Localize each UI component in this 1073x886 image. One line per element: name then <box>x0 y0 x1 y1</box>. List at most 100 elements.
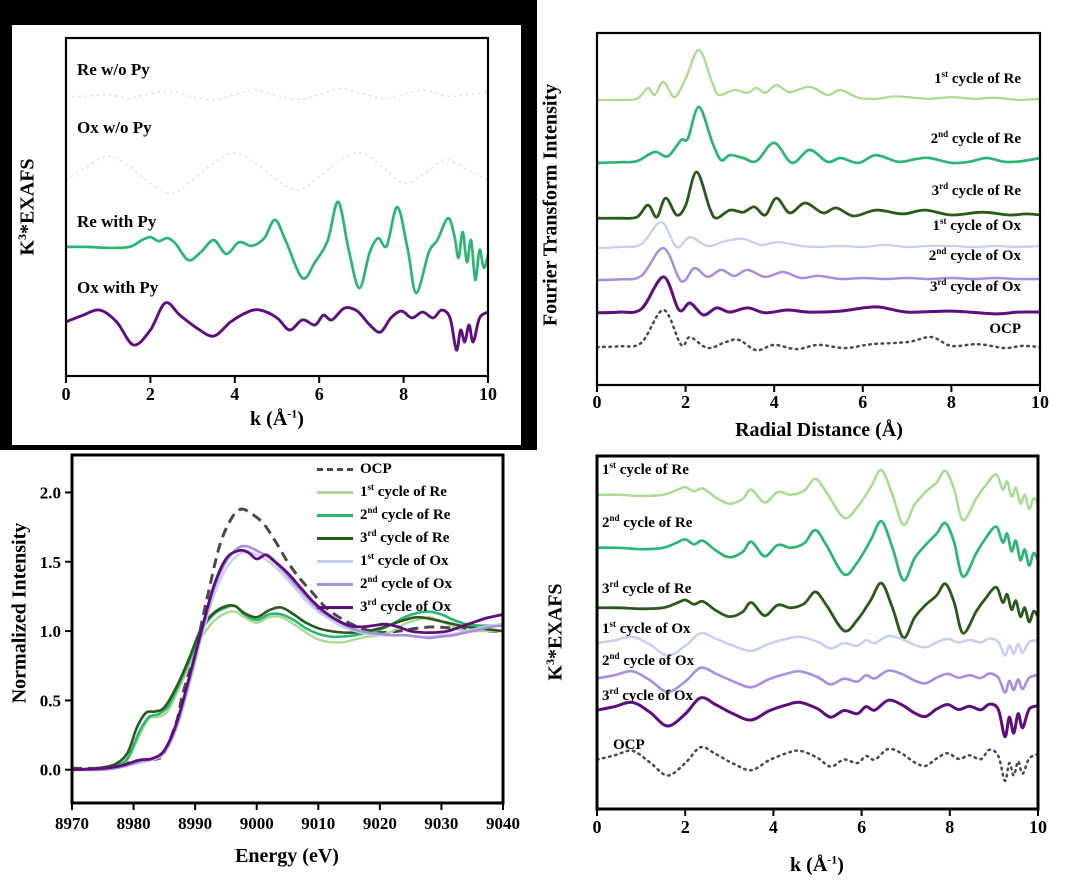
tick-label: 1.5 <box>40 553 61 572</box>
tick-label: 4 <box>230 384 239 404</box>
curve-label: 2nd cycle of Re <box>930 129 1021 148</box>
legend-line <box>317 468 353 471</box>
curve-label: Re with Py <box>77 212 157 231</box>
curve-label: 3rd cycle of Ox <box>602 686 694 705</box>
x-axis-title-energy: Energy (eV) <box>235 845 339 867</box>
tick-label: 8990 <box>178 814 212 833</box>
tick-label: 10 <box>1031 392 1049 412</box>
curve-label: 1st cycle of Ox <box>602 619 691 638</box>
tick-label: 2.0 <box>40 483 61 502</box>
tick-label: 10 <box>479 384 497 404</box>
series-curve <box>596 631 1039 657</box>
plot-border <box>64 36 490 378</box>
tick-label: 8 <box>945 817 954 837</box>
tick-label: 9000 <box>240 814 274 833</box>
tick-label: 0 <box>593 817 602 837</box>
legend-label: 2nd cycle of Ox <box>360 574 453 593</box>
legend-item: 3rd cycle of Re <box>317 527 452 550</box>
curve-label: 1st cycle of Ox <box>932 216 1021 235</box>
tick-label: 8 <box>399 384 408 404</box>
tick-label: 6 <box>857 817 866 837</box>
panel-xanes: 8970 8980 8990 9000 9010 9020 9030 9040 0.0 0.5 1.… <box>0 450 537 886</box>
curve-label: 2nd cycle of Re <box>602 513 693 532</box>
y-axis-title-normalized-intensity: Normalized Intensity <box>8 522 31 704</box>
legend-label: 3rd cycle of Ox <box>360 597 452 616</box>
curve-label: OCP <box>989 321 1021 337</box>
plot-border <box>70 453 505 805</box>
series-curve <box>595 745 1040 783</box>
tick-label: 1.0 <box>40 622 61 641</box>
x-axis-title-k: k (Å-1) <box>250 406 304 430</box>
legend-line <box>317 560 353 563</box>
curve-label: 3rd cycle of Re <box>931 181 1021 200</box>
tick-label: 8970 <box>55 814 89 833</box>
legend-line <box>317 606 353 609</box>
series-curve <box>596 246 1041 283</box>
legend-label: 2nd cycle of Re <box>360 505 451 524</box>
tick-label: 2 <box>681 392 690 412</box>
curve-label: 1st cycle of Re <box>934 69 1021 88</box>
plot-border <box>595 454 1040 811</box>
tick-label: 6 <box>858 392 867 412</box>
series-curve <box>596 581 1040 640</box>
series-curve <box>596 105 1041 165</box>
curve-label: 3rd cycle of Ox <box>929 277 1021 296</box>
series-curve <box>596 275 1041 317</box>
panel-kspace-cycles: 0 2 4 6 8 10 K3*EXAFS k (Å-1) 1st cycle of Re… <box>537 450 1073 886</box>
curve-label: Ox with Py <box>77 278 159 297</box>
legend-line <box>317 491 353 494</box>
curve-label: 2nd cycle of Ox <box>602 651 695 670</box>
tick-label: 2 <box>146 384 155 404</box>
y-axis-title-ft-intensity: Fourier Transform Intensity <box>539 83 562 327</box>
panel-fourier-transform: 0 2 4 6 8 10 Fourier Transform Intensity Radi… <box>537 0 1073 450</box>
x-axis-title-radial-distance: Radial Distance (Å) <box>735 419 903 441</box>
series-curve <box>65 87 489 101</box>
curve-label: OCP <box>613 737 645 753</box>
kspace-py-plot-svg: 0 2 4 6 8 10 <box>62 36 497 404</box>
tick-label: 2 <box>681 817 690 837</box>
legend: OCP 1st cycle of Re 2nd cycle of Re 3rd cyc… <box>317 458 452 619</box>
series-curve <box>596 170 1041 220</box>
legend-item: 2nd cycle of Re <box>317 504 452 527</box>
xanes-plot-svg: 8970 8980 8990 9000 9010 9020 9030 9040 0.0 0.5 1.… <box>40 453 520 833</box>
tick-label: 0.0 <box>40 761 61 780</box>
legend-label: 1st cycle of Ox <box>360 551 449 570</box>
legend-item: 3rd cycle of Ox <box>317 596 452 619</box>
legend-line <box>317 514 353 517</box>
tick-label: 4 <box>770 392 779 412</box>
legend-line <box>317 537 353 540</box>
curve-label: Re w/o Py <box>77 60 150 79</box>
tick-label: 8 <box>947 392 956 412</box>
tick-label: 9020 <box>363 814 397 833</box>
panel-kspace-py-comparison: 0 2 4 6 8 10 K3*EXAFS k (Å-1) Re w/o Py Ox w/o… <box>0 0 537 450</box>
tick-label: 10 <box>1029 817 1047 837</box>
kspace-cycles-plot-svg: 0 2 4 6 8 10 <box>593 454 1047 837</box>
tick-label: 0.5 <box>40 691 61 710</box>
series-curve <box>596 696 1039 739</box>
curve-label: 3rd cycle of Re <box>602 579 692 598</box>
tick-label: 9010 <box>301 814 335 833</box>
series-curve <box>596 666 1039 694</box>
series-curve <box>71 548 504 772</box>
tick-label: 8980 <box>117 814 151 833</box>
legend-label: 3rd cycle of Re <box>360 528 450 547</box>
series-curve <box>595 308 1042 352</box>
legend-item: 1st cycle of Re <box>317 481 452 504</box>
tick-label: 9030 <box>424 814 458 833</box>
legend-label: 1st cycle of Re <box>360 482 447 501</box>
tick-label: 6 <box>315 384 324 404</box>
curve-label: 2nd cycle of Ox <box>928 246 1021 265</box>
series-curve <box>65 151 489 195</box>
series-curve <box>71 610 503 771</box>
series-curve <box>71 603 504 771</box>
tick-label: 0 <box>593 392 602 412</box>
curve-label: Ox w/o Py <box>77 118 152 137</box>
y-axis-title-k3exafs: K3*EXAFS <box>542 583 567 681</box>
tick-label: 0 <box>62 384 71 404</box>
tick-label: 9040 <box>486 814 520 833</box>
legend-line <box>317 583 353 586</box>
series-curve <box>596 48 1041 102</box>
tick-label: 4 <box>769 817 778 837</box>
legend-label: OCP <box>360 461 392 477</box>
series-curve <box>596 468 1040 527</box>
